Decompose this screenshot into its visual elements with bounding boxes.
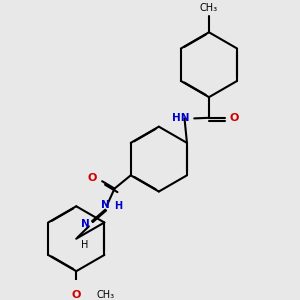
- Text: O: O: [230, 113, 239, 123]
- Text: CH₃: CH₃: [97, 290, 115, 300]
- Text: N: N: [101, 200, 110, 210]
- Text: N: N: [81, 219, 90, 229]
- Text: H: H: [81, 240, 88, 250]
- Text: H: H: [114, 201, 122, 211]
- Text: O: O: [88, 173, 97, 183]
- Text: CH₃: CH₃: [200, 3, 218, 13]
- Text: HN: HN: [172, 113, 190, 123]
- Text: O: O: [72, 290, 81, 300]
